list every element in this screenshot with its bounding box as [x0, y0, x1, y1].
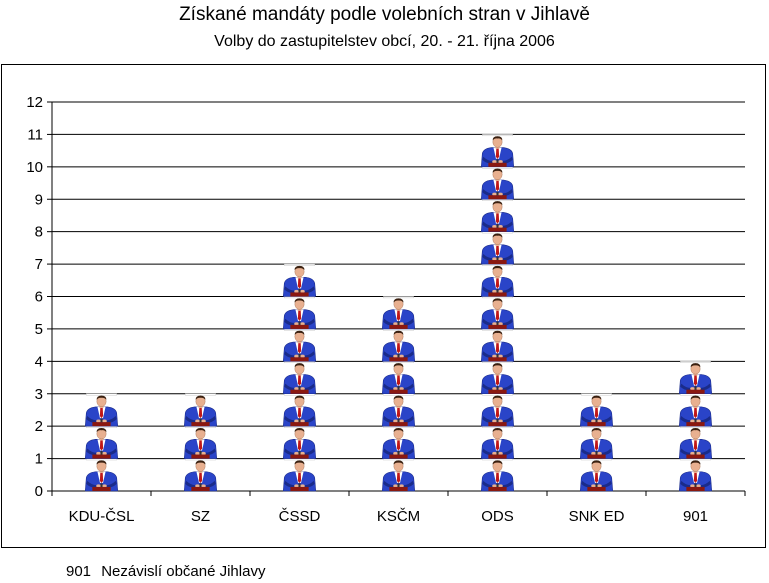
- seat-figure: [282, 296, 317, 330]
- seat-figure: [183, 458, 218, 492]
- bar: [84, 393, 119, 492]
- x-tick-label: SNK ED: [569, 508, 625, 525]
- footnote-text: Nezávislí občané Jihlavy: [101, 563, 266, 580]
- seat-figure: [678, 458, 713, 492]
- x-tick-label: ČSSD: [279, 508, 321, 525]
- seat-figure: [381, 296, 416, 330]
- seat-figure: [480, 263, 515, 297]
- seat-figure: [84, 393, 119, 427]
- seat-figure: [282, 263, 317, 297]
- seat-figure: [480, 361, 515, 395]
- bar: [678, 361, 713, 492]
- seat-figure: [381, 425, 416, 459]
- seat-figure: [480, 199, 515, 232]
- chart-subtitle: Volby do zastupitelstev obcí, 20. - 21. …: [214, 33, 555, 50]
- seat-figure: [480, 328, 515, 362]
- chart-title: Získané mandáty podle volebních stran v …: [179, 4, 590, 25]
- y-tick-label: 8: [35, 224, 43, 241]
- seat-figure: [678, 393, 713, 427]
- y-tick-label: 1: [35, 451, 43, 468]
- seat-figure: [579, 393, 614, 427]
- x-tick-label: SZ: [191, 508, 210, 525]
- seat-figure: [381, 328, 416, 362]
- bar: [480, 134, 515, 492]
- seat-figure: [480, 425, 515, 459]
- seat-figure: [678, 425, 713, 459]
- bar: [282, 263, 317, 492]
- seat-figure: [282, 361, 317, 395]
- seat-figure: [84, 458, 119, 492]
- x-tick-label: KSČM: [377, 508, 420, 525]
- y-tick-label: 11: [27, 126, 43, 143]
- seat-figure: [183, 393, 218, 427]
- seat-figure: [282, 393, 317, 427]
- x-tick-label: ODS: [481, 508, 514, 525]
- y-tick-label: 3: [35, 386, 43, 403]
- y-tick-label: 0: [35, 483, 43, 500]
- seat-figure: [282, 425, 317, 459]
- x-tick-label: 901: [683, 508, 708, 525]
- y-tick-label: 4: [35, 353, 43, 370]
- y-tick-label: 2: [35, 418, 43, 435]
- seat-figure: [282, 328, 317, 362]
- seat-figure: [84, 425, 119, 459]
- footnote: 901 Nezávislí občané Jihlavy: [66, 563, 265, 580]
- bar: [579, 393, 614, 492]
- seat-figure: [579, 425, 614, 459]
- seat-figure: [480, 134, 515, 168]
- seat-figure: [480, 166, 515, 200]
- seat-figure: [381, 393, 416, 427]
- bar: [183, 393, 218, 492]
- chart-frame: 0 1 2 3 4 5 6 7 8 9 10 11 12 KDU-ČSL SZ ČSSD KSČM ODS SNK …: [1, 64, 766, 548]
- seat-figure: [678, 361, 713, 395]
- seat-figure: [480, 393, 515, 427]
- bar: [381, 296, 416, 492]
- y-tick-label: 7: [35, 256, 43, 273]
- seat-figure: [480, 231, 515, 265]
- seat-figure: [480, 458, 515, 492]
- x-tick-label: KDU-ČSL: [69, 508, 135, 525]
- seat-figure: [579, 458, 614, 492]
- seat-figure: [381, 458, 416, 492]
- y-tick-label: 9: [35, 191, 43, 208]
- seat-figure: [282, 458, 317, 492]
- y-tick-label: 10: [26, 159, 43, 176]
- seat-figure: [183, 425, 218, 459]
- y-tick-label: 12: [26, 94, 43, 111]
- seat-figure: [381, 361, 416, 395]
- y-tick-label: 5: [35, 321, 43, 338]
- seat-figure: [480, 296, 515, 330]
- y-tick-label: 6: [35, 289, 43, 306]
- footnote-code: 901: [66, 563, 92, 580]
